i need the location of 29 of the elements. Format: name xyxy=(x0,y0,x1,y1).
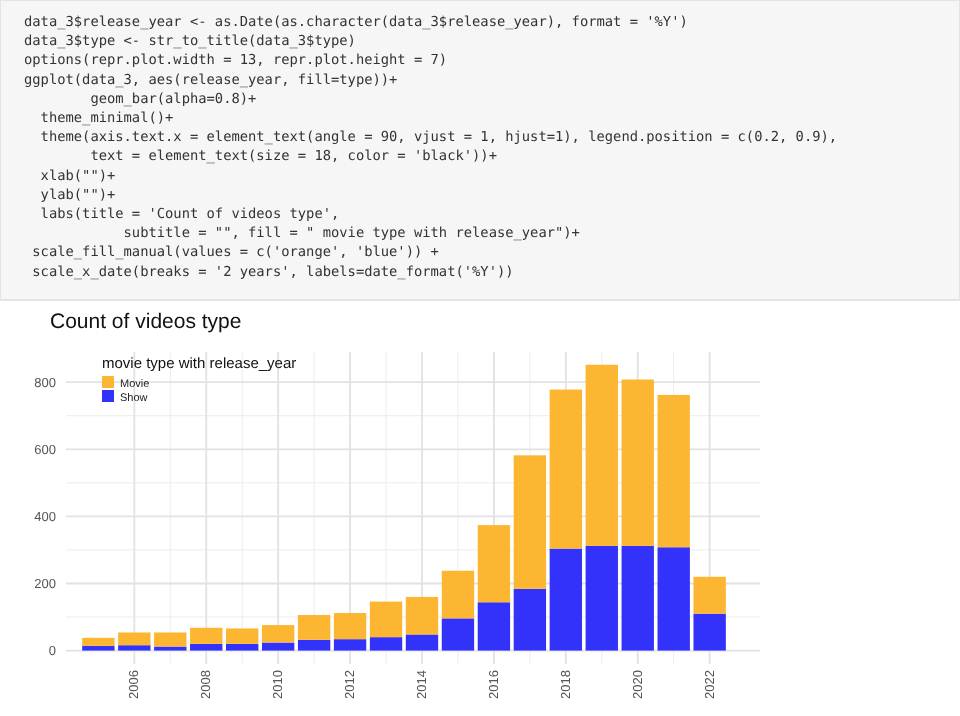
bar xyxy=(333,613,367,640)
bar xyxy=(297,615,331,640)
bar xyxy=(621,379,654,546)
bar xyxy=(585,364,618,546)
bar xyxy=(405,596,439,635)
bar xyxy=(441,570,475,619)
bar xyxy=(261,642,295,651)
bar xyxy=(297,639,331,651)
bar xyxy=(369,637,403,651)
bar xyxy=(549,548,582,651)
bar xyxy=(261,625,295,643)
bar xyxy=(369,601,403,638)
bar xyxy=(226,628,259,644)
bar xyxy=(405,634,439,651)
bar xyxy=(549,389,582,549)
bar xyxy=(441,618,475,651)
bar xyxy=(333,639,367,651)
bar xyxy=(190,627,223,644)
bar xyxy=(513,588,547,651)
bar xyxy=(657,394,690,548)
chart-title: Count of videos type xyxy=(50,310,242,334)
bar xyxy=(477,525,511,603)
bar xyxy=(585,545,618,651)
bar xyxy=(621,545,654,651)
bar xyxy=(513,455,547,589)
bar xyxy=(226,643,259,651)
bar xyxy=(477,602,511,651)
bar xyxy=(190,643,223,651)
bar xyxy=(693,576,726,614)
